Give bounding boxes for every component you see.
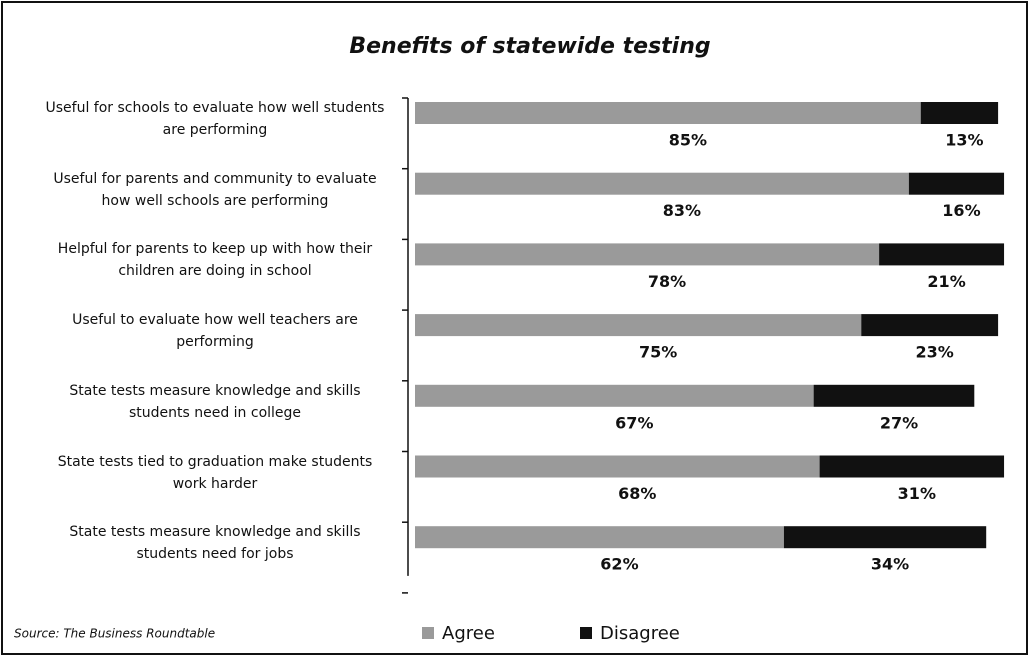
category-label: State tests measure knowledge and skills…: [69, 524, 361, 563]
bar-segment: [783, 526, 987, 549]
bar-segment: [415, 243, 880, 266]
source: Source: The Business Roundtable: [14, 627, 215, 641]
value-label: 23%: [916, 343, 954, 362]
category-label: Helpful for parents to keep up with how …: [57, 241, 373, 280]
value-label: 62%: [600, 555, 638, 574]
legend-swatch: [580, 627, 592, 639]
category-label: Useful for schools to evaluate how well …: [45, 100, 385, 138]
value-label: 21%: [927, 272, 965, 291]
value-label: 68%: [618, 484, 656, 503]
bar-segment: [819, 455, 1005, 478]
bar-segment: [415, 102, 921, 124]
value-label: 78%: [648, 272, 686, 291]
value-label: 27%: [880, 413, 918, 432]
legend-swatch: [422, 627, 434, 639]
chart-title: Benefits of statewide testing: [349, 34, 710, 59]
bar-segment: [415, 455, 820, 478]
value-label: 16%: [942, 201, 980, 220]
bar-segment: [813, 384, 975, 407]
value-label: 75%: [639, 343, 677, 362]
value-label: 83%: [663, 201, 701, 220]
bar-segment: [861, 314, 999, 337]
value-label: 13%: [945, 131, 983, 150]
bar-segment: [879, 243, 1005, 266]
legend-label: Disagree: [600, 623, 680, 644]
category-label: Useful for parents and community to eval…: [53, 170, 377, 209]
bar-segment: [415, 384, 814, 407]
bar-segment: [415, 526, 784, 549]
value-label: 31%: [898, 484, 936, 503]
category-label: Useful to evaluate how well teachers are…: [72, 312, 358, 351]
legend-label: Agree: [442, 623, 495, 644]
value-label: 85%: [669, 131, 707, 150]
value-label: 34%: [871, 555, 909, 574]
category-label: State tests tied to graduation make stud…: [57, 453, 373, 492]
bar-segment: [415, 172, 909, 195]
bar-segment: [908, 172, 1005, 195]
value-label: 67%: [615, 413, 653, 432]
bar-segment: [920, 102, 999, 124]
category-label: State tests measure knowledge and skills…: [69, 382, 361, 421]
bar-segment: [415, 314, 862, 337]
